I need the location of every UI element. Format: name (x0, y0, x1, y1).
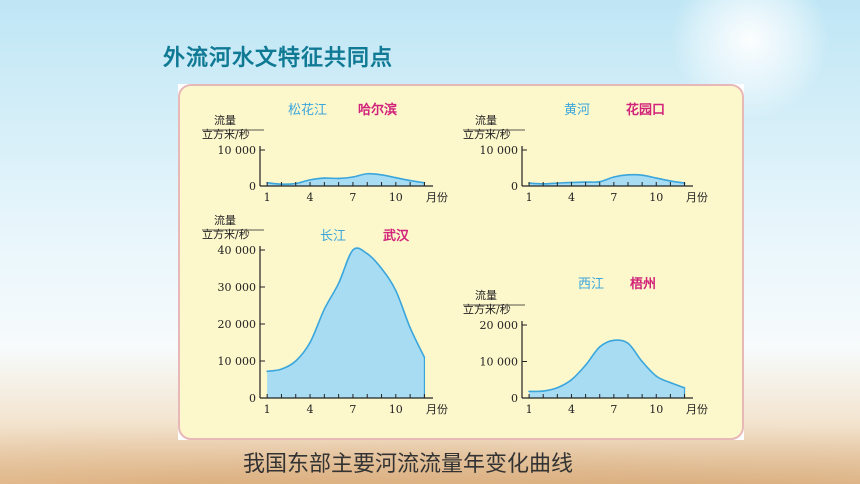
changjiang-point-4 (309, 341, 311, 344)
xijiang-point-3 (556, 386, 559, 389)
huanghe-point-9 (641, 174, 643, 176)
huanghe-point-10 (655, 177, 658, 179)
xijiang-ytitle-1: 流量 (475, 288, 497, 302)
songhua-ytitle-1: 流量 (214, 113, 236, 127)
huanghe-xunit-label: 月份 (686, 191, 708, 204)
huanghe-ytitle-1: 流量 (475, 113, 497, 127)
songhua-point-8 (366, 172, 369, 175)
changjiang-point-10 (395, 289, 397, 292)
xijiang-point-8 (627, 342, 629, 345)
songhua-point-5 (323, 177, 326, 179)
xijiang-xtick-label-1: 1 (526, 403, 533, 416)
changjiang-point-1 (266, 370, 268, 373)
changjiang-area-fill (267, 248, 425, 398)
huanghe-river-name: 黄河 (564, 103, 590, 118)
changjiang-ytick-label-20000: 20 000 (218, 318, 257, 331)
xijiang-point-6 (598, 346, 601, 348)
changjiang-xtick-label-7: 7 (349, 403, 356, 416)
changjiang-point-7 (352, 249, 354, 251)
xijiang-ytick-label-0: 0 (511, 392, 518, 405)
songhua-ytick-label-10000: 10 000 (218, 144, 257, 157)
changjiang-station-name: 武汉 (383, 228, 410, 244)
huanghe-xtick-label-1: 1 (526, 191, 533, 204)
songhua-point-10 (395, 176, 397, 179)
changjiang-point-8 (366, 252, 369, 255)
songhua-station-name: 哈尔滨 (358, 102, 397, 118)
xijiang-point-1 (528, 390, 530, 393)
changjiang-xtick-label-4: 4 (307, 403, 314, 416)
changjiang-point-11 (409, 326, 411, 329)
xijiang-point-9 (641, 360, 643, 363)
changjiang-point-12 (423, 356, 426, 359)
xijiang-xtick-label-10: 10 (649, 403, 663, 416)
songhua-point-4 (309, 179, 311, 181)
huanghe-ytick-label-0: 0 (511, 180, 518, 193)
huanghe-point-11 (669, 180, 672, 182)
xijiang-xunit-label: 月份 (686, 403, 708, 416)
songhua-point-11 (409, 179, 411, 182)
xijiang-ytick-label-10000: 10 000 (480, 356, 519, 369)
changjiang-ytick-label-0: 0 (249, 392, 256, 405)
changjiang-point-9 (380, 267, 383, 270)
huanghe-ytitle-2: 立方米/秒 (463, 127, 511, 141)
changjiang-ytitle-1: 流量 (214, 213, 236, 227)
xijiang-ytitle-2: 立方米/秒 (463, 302, 511, 316)
songhua-xtick-label-7: 7 (349, 191, 356, 204)
changjiang-ytick-label-10000: 10 000 (218, 355, 257, 368)
songhua-ytick-label-0: 0 (249, 180, 256, 193)
xijiang-xtick-label-7: 7 (610, 403, 617, 416)
xijiang-area-fill (529, 340, 685, 398)
xijiang-ytick-label-20000: 20 000 (480, 319, 519, 332)
xijiang-xtick-label-4: 4 (568, 403, 575, 416)
huanghe-xtick-label-4: 4 (568, 191, 575, 204)
xijiang-river-name: 西江 (578, 277, 604, 292)
songhua-series-line (267, 172, 425, 186)
changjiang-xunit-label: 月份 (426, 403, 448, 416)
changjiang-point-6 (337, 282, 340, 285)
huanghe-ytick-label-10000: 10 000 (480, 144, 519, 157)
songhua-ytitle-2: 立方米/秒 (202, 127, 250, 141)
songhua-xtick-label-1: 1 (264, 191, 271, 204)
changjiang-ytick-label-30000: 30 000 (218, 281, 257, 294)
huanghe-station-name: 花园口 (626, 102, 665, 118)
xijiang-point-4 (570, 378, 573, 381)
songhua-xtick-label-10: 10 (389, 191, 403, 204)
huanghe-xtick-label-10: 10 (649, 191, 663, 204)
changjiang-xtick-label-10: 10 (389, 403, 403, 416)
huanghe-point-8 (627, 174, 629, 176)
songhua-xunit-label: 月份 (426, 191, 448, 204)
changjiang-point-5 (323, 308, 326, 310)
xijiang-point-10 (655, 375, 658, 377)
chart-panel: 松花江 哈尔滨 流量 立方米/秒 0 10 000 1 4 7 10 月份 黄河 花园口 流量 立方米/秒 0… (178, 84, 744, 440)
changjiang-point-2 (280, 368, 283, 370)
changjiang-xtick-label-1: 1 (264, 403, 271, 416)
xijiang-point-5 (584, 364, 587, 366)
xijiang-station-name: 梧州 (630, 276, 656, 292)
xijiang-point-12 (683, 386, 686, 389)
songhua-point-9 (380, 174, 383, 176)
xijiang-point-11 (669, 381, 672, 384)
huanghe-series-line (529, 173, 685, 185)
songhua-xtick-label-4: 4 (307, 191, 314, 204)
xijiang-series-line (529, 339, 685, 393)
changjiang-point-3 (294, 360, 297, 362)
songhua-river-name: 松花江 (288, 102, 327, 118)
songhua-point-6 (337, 177, 340, 180)
songhua-point-7 (352, 176, 354, 178)
xijiang-point-2 (542, 390, 544, 392)
huanghe-point-7 (613, 176, 615, 178)
xijiang-point-7 (613, 339, 615, 342)
changjiang-series-line (267, 247, 426, 373)
songhua-area-fill (267, 173, 425, 186)
changjiang-ytitle-2: 立方米/秒 (202, 227, 250, 241)
changjiang-river-name: 长江 (320, 229, 346, 244)
changjiang-ytick-label-40000: 40 000 (218, 244, 257, 257)
slide-title: 外流河水文特征共同点 (163, 46, 394, 71)
figure-caption: 我国东部主要河流流量年变化曲线 (243, 452, 574, 477)
huanghe-xtick-label-7: 7 (610, 191, 617, 204)
